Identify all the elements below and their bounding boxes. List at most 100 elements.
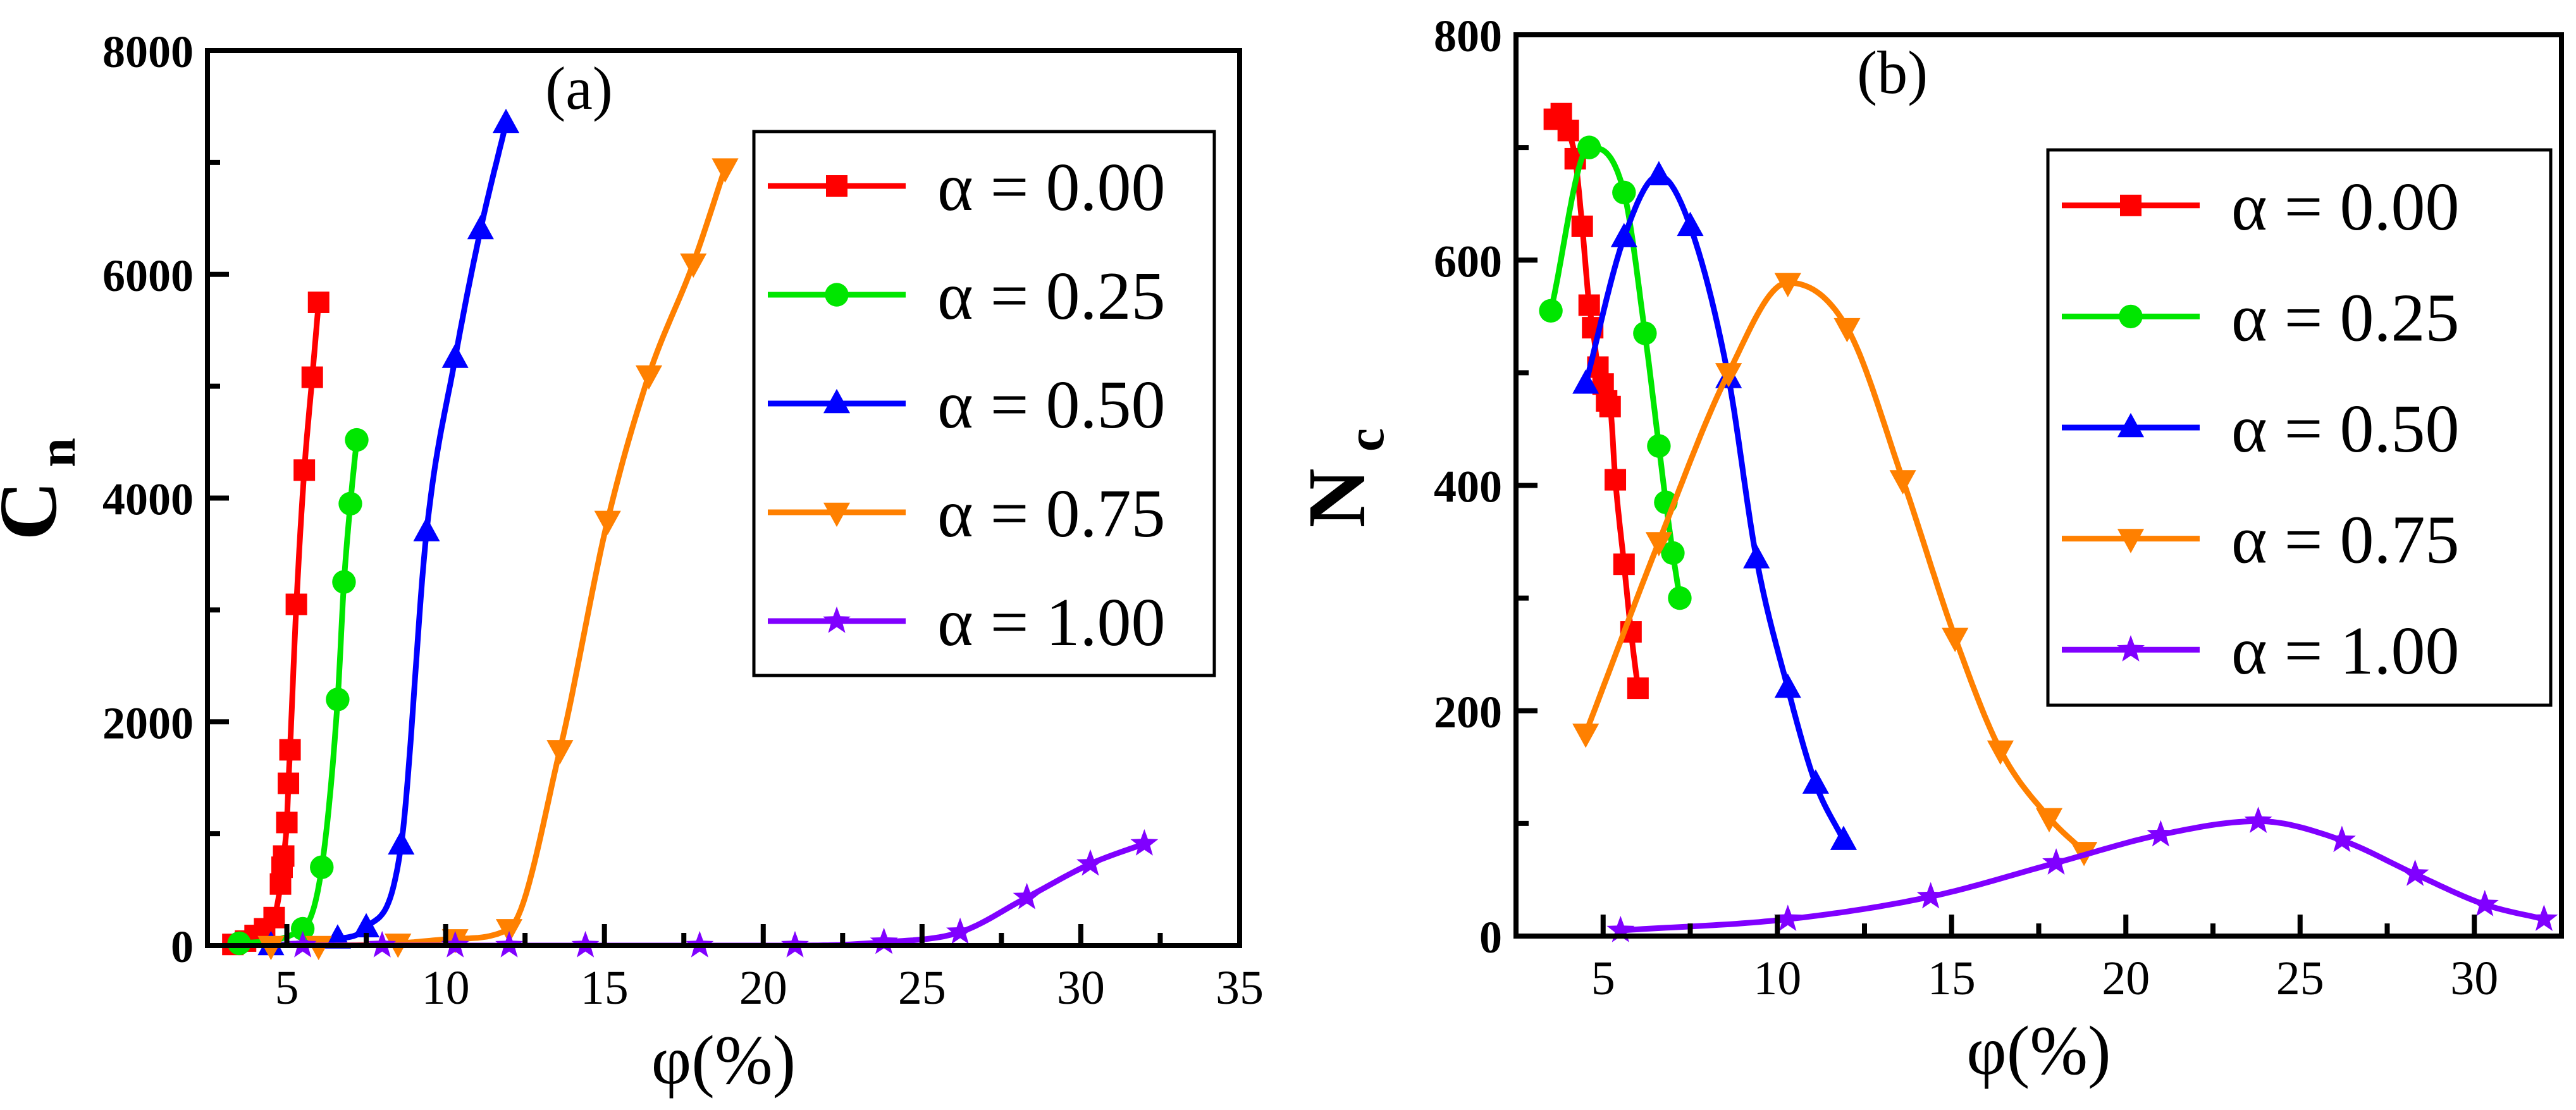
y-tick-label: 6000 <box>102 250 194 301</box>
data-point <box>1774 273 1801 297</box>
y-tick-label: 400 <box>1434 462 1502 512</box>
legend-item: α = 0.50 <box>768 367 1166 443</box>
data-point <box>1577 135 1601 159</box>
legend-marker <box>2117 412 2145 438</box>
series-alpha-075 <box>1572 273 2098 866</box>
panel-b-x-axis-label: φ(%) <box>1966 1012 2111 1089</box>
series-alpha-075 <box>257 158 739 961</box>
data-point <box>2401 859 2429 886</box>
data-point <box>1916 882 1945 909</box>
panel-b: (b) φ(%) N c 5 10 15 20 25 30 0 200 400 600 800 α … <box>1291 11 2564 1089</box>
panel-a-x-axis-label: φ(%) <box>651 1021 796 1099</box>
series-alpha-000 <box>222 291 330 956</box>
series-alpha-100 <box>1606 806 2558 942</box>
legend-item: α = 0.25 <box>768 259 1166 334</box>
series-line <box>1582 173 1846 842</box>
panel-a-legend: α = 0.00 α = 0.25 α = 0.50 α = 0.75 α = 1.00 <box>752 130 1216 677</box>
data-point <box>2470 890 2499 916</box>
series-line <box>302 841 1145 946</box>
legend-label: α = 1.00 <box>937 585 1166 660</box>
legend-label: α = 0.00 <box>937 150 1166 225</box>
y-tick-label: 8000 <box>102 27 194 77</box>
data-point <box>1539 299 1563 323</box>
data-point <box>467 214 494 240</box>
series-line <box>269 122 509 946</box>
x-tick-label: 20 <box>2102 952 2150 1005</box>
data-point <box>1572 369 1599 394</box>
data-point <box>1774 674 1801 698</box>
x-tick-label: 20 <box>739 961 787 1014</box>
panel-a-label: (a) <box>545 54 613 122</box>
data-point <box>326 688 350 712</box>
data-point <box>338 491 362 516</box>
data-point <box>441 343 469 368</box>
legend-marker <box>2117 529 2145 553</box>
data-point <box>1677 211 1704 237</box>
legend-label: α = 0.75 <box>2231 503 2460 578</box>
legend-marker <box>826 175 847 197</box>
x-tick-label: 30 <box>2450 952 2498 1005</box>
panel-a-marks <box>222 108 1159 961</box>
series-alpha-025 <box>227 428 369 956</box>
data-point <box>293 459 316 481</box>
data-point <box>276 811 298 834</box>
data-point <box>2035 808 2063 833</box>
x-tick-label: 25 <box>898 961 946 1014</box>
legend-label: α = 0.50 <box>937 367 1166 443</box>
data-point <box>2327 825 2356 853</box>
data-point <box>1606 916 1635 942</box>
series-alpha-000 <box>1543 102 1649 700</box>
series-line <box>1582 280 2086 854</box>
legend-marker <box>823 388 851 414</box>
legend-label: α = 0.25 <box>937 259 1166 334</box>
series-alpha-025 <box>1539 135 1692 610</box>
data-point <box>310 855 334 879</box>
data-point <box>712 158 739 183</box>
data-point <box>1645 532 1672 557</box>
data-point <box>1647 434 1671 458</box>
data-point <box>1571 215 1593 237</box>
panel-b-y-axis-label: N c <box>1291 428 1395 528</box>
data-point <box>1130 829 1159 856</box>
data-point <box>1661 541 1685 565</box>
data-point <box>635 365 663 390</box>
data-point <box>1802 769 1829 794</box>
y-tick-label: 800 <box>1434 11 1502 61</box>
legend-item: α = 0.50 <box>2062 392 2460 467</box>
data-point <box>1610 223 1637 247</box>
x-tick-label: 15 <box>581 961 629 1014</box>
legend-label: α = 0.00 <box>2231 170 2460 245</box>
panel-a: (a) φ(%) C n 5 10 15 20 25 30 35 0 2000 4000 6000 8… <box>0 27 1264 1099</box>
data-point <box>352 913 380 937</box>
x-tick-label: 10 <box>1753 952 1801 1005</box>
data-point <box>1942 627 1969 653</box>
data-point <box>2244 806 2272 833</box>
data-point <box>680 253 707 278</box>
data-point <box>1830 825 1858 850</box>
y-tick-label: 0 <box>1479 912 1502 963</box>
data-point <box>1633 321 1657 345</box>
legend-label: α = 0.50 <box>2231 392 2460 467</box>
data-point <box>278 772 300 794</box>
data-point <box>307 291 330 313</box>
y-tick-label: 200 <box>1434 687 1502 737</box>
data-point <box>1076 849 1104 876</box>
legend-marker <box>823 606 851 633</box>
data-point <box>345 428 369 452</box>
data-point <box>332 570 356 594</box>
data-point <box>285 593 307 615</box>
legend-marker <box>2117 635 2145 662</box>
legend-marker <box>2119 304 2143 329</box>
data-point <box>1715 363 1742 388</box>
legend-label: α = 0.75 <box>937 476 1166 552</box>
data-point <box>1599 395 1621 417</box>
y-tick-label: 0 <box>171 922 194 972</box>
data-point <box>388 830 415 855</box>
legend-label: α = 1.00 <box>2231 614 2460 689</box>
data-point <box>1627 677 1649 700</box>
data-point <box>1743 544 1770 569</box>
x-tick-label: 30 <box>1057 961 1105 1014</box>
y-tick-label: 2000 <box>102 698 194 748</box>
